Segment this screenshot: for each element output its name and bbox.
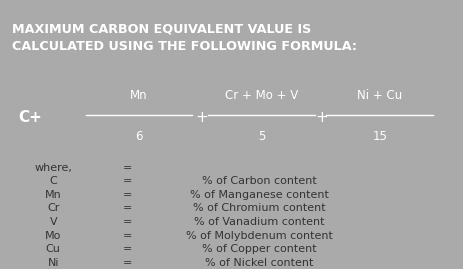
Text: % of Nickel content: % of Nickel content: [205, 258, 313, 268]
Text: MAXIMUM CARBON EQUIVALENT VALUE IS
CALCULATED USING THE FOLLOWING FORMULA:: MAXIMUM CARBON EQUIVALENT VALUE IS CALCU…: [12, 23, 357, 53]
Text: Ni + Cu: Ni + Cu: [357, 89, 402, 101]
Text: % of Vanadium content: % of Vanadium content: [194, 217, 325, 227]
Text: =: =: [123, 258, 132, 268]
Text: Mn: Mn: [130, 89, 148, 101]
Text: Ni: Ni: [48, 258, 59, 268]
Text: 15: 15: [372, 130, 387, 143]
Text: =: =: [123, 231, 132, 241]
Text: =: =: [123, 162, 132, 173]
Text: % of Carbon content: % of Carbon content: [202, 176, 317, 186]
Text: where,: where,: [34, 162, 72, 173]
Text: V: V: [50, 217, 57, 227]
Text: Cu: Cu: [46, 244, 61, 254]
Text: =: =: [123, 203, 132, 213]
Text: 6: 6: [135, 130, 143, 143]
Text: % of Molybdenum content: % of Molybdenum content: [186, 231, 333, 241]
Text: =: =: [123, 244, 132, 254]
Text: Mn: Mn: [45, 190, 62, 200]
Text: =: =: [123, 176, 132, 186]
Text: =: =: [123, 217, 132, 227]
Text: 5: 5: [258, 130, 265, 143]
Text: % of Copper content: % of Copper content: [202, 244, 317, 254]
Text: Cr: Cr: [47, 203, 59, 213]
Text: % of Chromium content: % of Chromium content: [193, 203, 325, 213]
Text: +: +: [315, 110, 328, 125]
Text: C+: C+: [18, 110, 42, 125]
Text: % of Manganese content: % of Manganese content: [190, 190, 329, 200]
Text: +: +: [195, 110, 208, 125]
Text: C: C: [50, 176, 57, 186]
Text: =: =: [123, 190, 132, 200]
Text: Mo: Mo: [45, 231, 62, 241]
Text: Cr + Mo + V: Cr + Mo + V: [225, 89, 298, 101]
